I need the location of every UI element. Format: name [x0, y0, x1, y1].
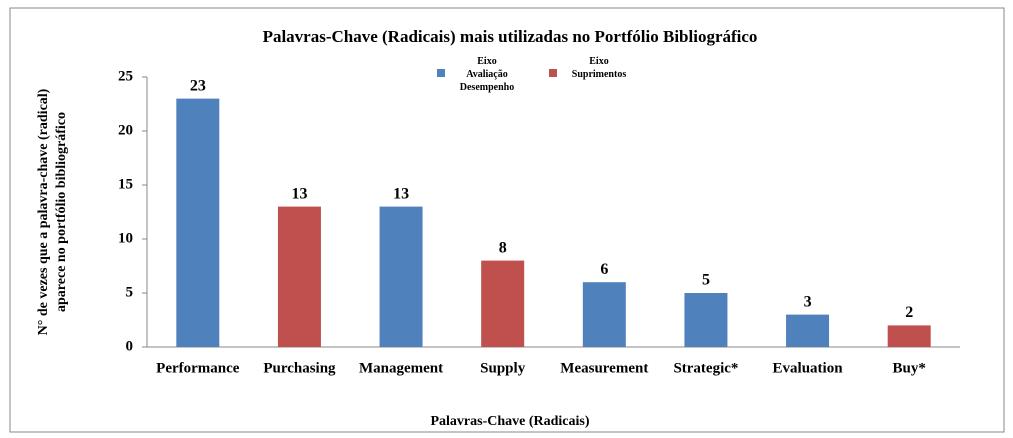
value-label: 13	[393, 185, 409, 202]
x-tick-label: Supply	[480, 360, 526, 376]
bar	[786, 314, 830, 347]
y-tick-label: 10	[118, 230, 133, 246]
bar	[582, 282, 626, 347]
chart-border	[9, 7, 1005, 433]
x-tick-label: Measurement	[560, 360, 648, 376]
x-tick-label: Purchasing	[263, 360, 336, 376]
bar	[481, 260, 525, 347]
y-axis-title-line: aparece no portfólio bibliográfico	[54, 112, 69, 312]
y-tick-label: 5	[126, 284, 134, 300]
bar	[277, 206, 321, 347]
bar	[176, 98, 220, 347]
x-tick-label: Buy*	[893, 360, 926, 376]
x-tick-label: Evaluation	[773, 360, 844, 376]
legend-swatch	[549, 69, 557, 77]
legend-label: Eixo Avaliação Desempenho	[460, 56, 514, 93]
y-axis-title: N° de vezes que a palavra-chave (radical…	[36, 88, 69, 335]
value-label: 3	[804, 293, 812, 310]
chart-title: Palavras-Chave (Radicais) mais utilizada…	[263, 27, 758, 46]
value-label: 2	[905, 304, 913, 321]
value-label: 8	[499, 239, 507, 256]
y-tick-label: 20	[118, 122, 133, 138]
bar	[379, 206, 423, 347]
legend-swatch	[437, 69, 445, 77]
legend-label: Eixo Suprimentos	[572, 56, 627, 80]
bar	[887, 325, 931, 347]
value-label: 5	[702, 272, 710, 289]
x-tick-label: Management	[359, 360, 443, 376]
x-axis-title: Palavras-Chave (Radicais)	[430, 414, 589, 429]
bar	[684, 293, 728, 347]
value-label: 13	[291, 185, 307, 202]
y-axis-title-line: N° de vezes que a palavra-chave (radical…	[36, 88, 51, 335]
value-label: 6	[600, 261, 608, 278]
y-tick-label: 15	[118, 176, 133, 192]
x-tick-label: Strategic*	[673, 360, 738, 376]
x-tick-label: Performance	[156, 360, 240, 376]
y-tick-label: 25	[118, 68, 133, 84]
value-label: 23	[190, 77, 206, 94]
y-tick-label: 0	[126, 338, 134, 354]
